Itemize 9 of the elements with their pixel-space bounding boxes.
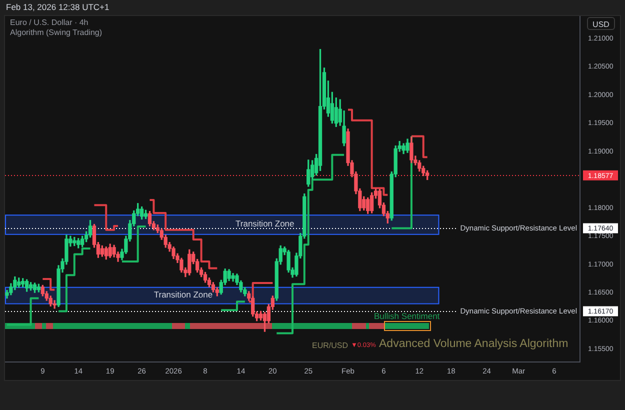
- text: Algorithm (Swing Trading): [10, 28, 102, 37]
- chart-title: Euro / U.S. Dollar · 4h: [10, 18, 88, 27]
- text: Feb 13, 2026 12:38 UTC+1: [6, 2, 110, 12]
- band-label: Transition Zone: [154, 289, 213, 300]
- y-axis-title: USD: [587, 17, 615, 30]
- annotation: Bullish Sentiment: [374, 311, 440, 321]
- annotation: Advanced Volume Analysis Algorithm: [379, 338, 568, 350]
- annotation: EUR/USD: [312, 341, 348, 350]
- band-label: Transition Zone: [236, 218, 295, 229]
